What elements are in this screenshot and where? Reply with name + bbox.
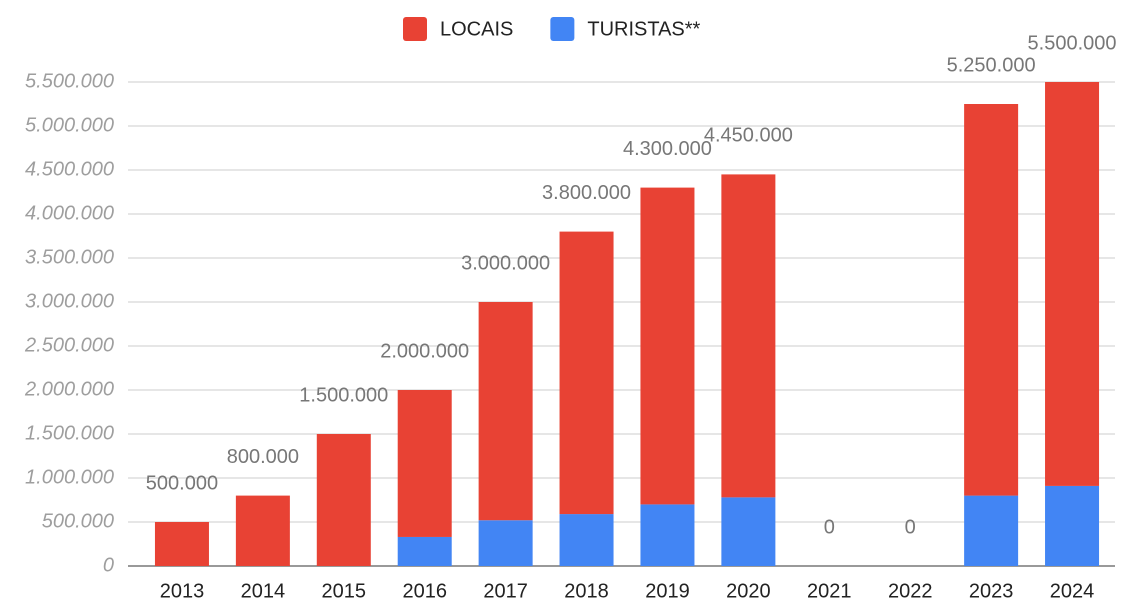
x-tick-label: 2023 [969,580,1014,602]
data-label: 1.500.000 [299,384,388,406]
x-tick-label: 2022 [888,580,933,602]
data-label: 0 [905,516,916,538]
x-tick-label: 2024 [1050,580,1095,602]
data-label: 3.800.000 [542,182,631,204]
x-tick-label: 2017 [483,580,528,602]
data-label: 3.000.000 [461,252,550,274]
bar-segment [154,522,209,566]
y-tick-label: 500.000 [42,510,114,532]
x-tick-label: 2015 [322,580,367,602]
bar-segment [1045,82,1100,486]
bar-segment [397,390,452,537]
bar-segment [478,520,533,566]
data-label: 800.000 [227,446,299,468]
y-tick-label: 3.500.000 [25,246,114,268]
x-tick-label: 2019 [645,580,690,602]
data-label: 2.000.000 [380,340,469,362]
y-tick-label: 2.500.000 [24,334,114,356]
bar-segment [316,434,371,566]
y-tick-label: 1.000.000 [25,466,114,488]
bar-segment [721,174,776,498]
y-tick-label: 3.000.000 [25,290,114,312]
y-tick-label: 5.000.000 [25,114,114,136]
legend-swatch [550,17,575,41]
data-label: 500.000 [146,472,218,494]
y-tick-label: 4.000.000 [25,202,114,224]
y-tick-label: 4.500.000 [25,158,114,180]
x-tick-label: 2020 [726,580,771,602]
bar-segment [559,231,614,515]
bar-segment [559,514,614,566]
y-tick-label: 2.000.000 [24,378,114,400]
bar-segment [397,536,452,566]
bar-segment [721,497,776,566]
x-tick-label: 2013 [160,580,205,602]
y-tick-label: 0 [103,554,114,576]
data-label: 4.300.000 [623,138,712,160]
bar-segment [964,495,1019,566]
y-tick-label: 1.500.000 [25,422,114,444]
x-tick-label: 2016 [402,580,447,602]
bar-segment [478,302,533,521]
x-tick-label: 2018 [564,580,609,602]
bar-segment [235,495,290,566]
data-label: 4.450.000 [704,125,793,147]
bar-segment [640,187,695,505]
x-tick-label: 2014 [241,580,286,602]
bar-segment [1045,485,1100,566]
legend-label: TURISTAS** [587,18,700,40]
legend-label: LOCAIS [440,18,513,40]
x-tick-label: 2021 [807,580,852,602]
legend-swatch [403,17,427,41]
bar-segment [964,104,1019,496]
data-label: 0 [824,516,835,538]
data-label: 5.250.000 [947,54,1036,76]
y-tick-label: 5.500.000 [25,70,114,92]
data-label: 5.500.000 [1028,32,1117,54]
bar-segment [640,504,695,566]
